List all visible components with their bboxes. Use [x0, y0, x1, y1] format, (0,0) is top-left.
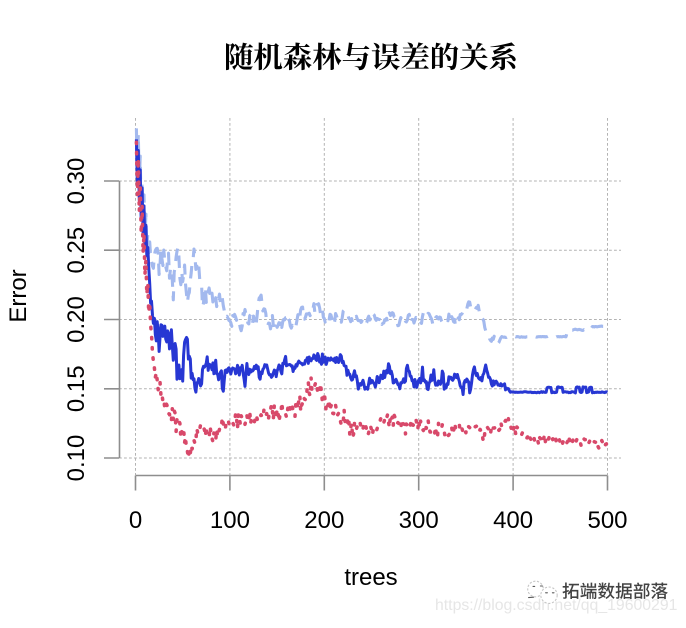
svg-text:0.10: 0.10 [63, 435, 90, 482]
svg-text:0: 0 [129, 507, 142, 534]
svg-text:Error: Error [5, 269, 32, 322]
svg-text:300: 300 [399, 507, 439, 534]
svg-text:200: 200 [304, 507, 344, 534]
svg-text:0.25: 0.25 [63, 227, 90, 274]
svg-text:trees: trees [344, 564, 397, 591]
svg-text:400: 400 [493, 507, 533, 534]
svg-text:0.30: 0.30 [63, 158, 90, 205]
svg-text:0.15: 0.15 [63, 365, 90, 412]
svg-text:0.20: 0.20 [63, 296, 90, 343]
svg-text:500: 500 [587, 507, 627, 534]
svg-text:https://blog.csdn.net/qq_19600: https://blog.csdn.net/qq_19600291 [435, 597, 678, 614]
svg-text:100: 100 [210, 507, 250, 534]
